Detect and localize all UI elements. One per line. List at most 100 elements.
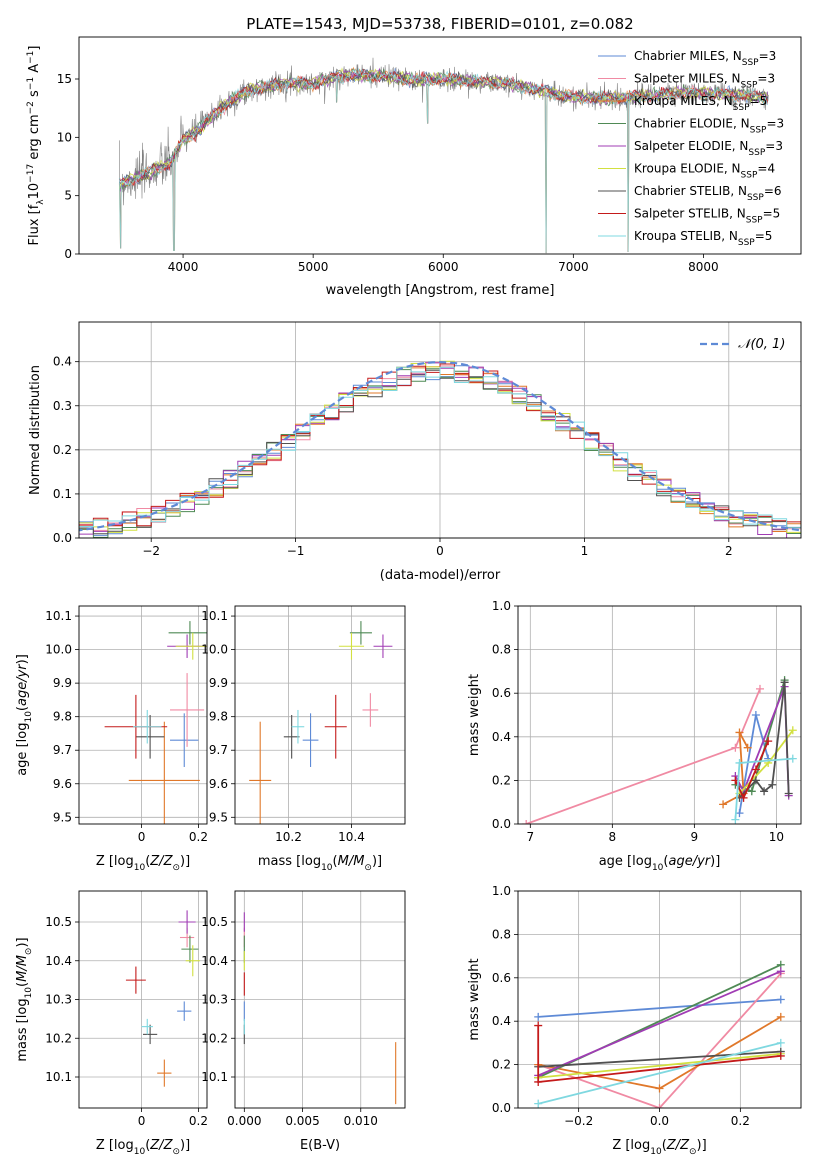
mass_vs_ebv-points — [243, 912, 397, 1105]
y-tick-label: 1.0 — [492, 884, 511, 898]
spectrum-axes: 4000 5000 6000 7000 8000 0 5 10 15 — [57, 72, 719, 274]
y-tick-label: 0.2 — [492, 773, 511, 787]
legend-label-8: Kroupa STELIB, NSSP=5 — [634, 229, 772, 248]
x-tick-label: 7000 — [558, 260, 589, 274]
x-tick-label: 0.010 — [344, 1114, 378, 1128]
normal-curve — [79, 360, 801, 532]
mass_vs_ebv-frame — [234, 890, 406, 1109]
y-tick-label: 10.5 — [201, 915, 228, 929]
y-tick-label: 9.8 — [209, 710, 228, 724]
y-tick-label: 9.5 — [209, 810, 228, 824]
weight-marker-8 — [534, 1099, 543, 1108]
x-tick-label: 0 — [436, 544, 444, 558]
x-tick-label: 8000 — [688, 260, 719, 274]
age_vs_Z-axes: 0 0.2 9.5 9.6 9.7 9.8 9.9 10.0 10.1 — [45, 606, 208, 844]
y-axis-label: Flux [fλ10−17 erg cm−2 s−1 A−1] — [26, 46, 46, 246]
weight-marker-7 — [751, 765, 760, 774]
weight_vs_Z-axes: −0.2 0.0 0.2 0.0 0.2 0.4 0.6 0.8 1.0 — [492, 884, 801, 1128]
x-tick-label: 0 — [138, 830, 146, 844]
spectrum-lines — [118, 57, 769, 254]
y-tick-label: 10 — [57, 130, 72, 144]
x-axis-label: (data-model)/error — [380, 568, 501, 583]
histograms — [79, 360, 801, 538]
weight-marker-2 — [776, 1012, 785, 1021]
weight-marker-8 — [731, 815, 740, 824]
weight-line-6 — [738, 682, 790, 799]
y-tick-label: 15 — [57, 72, 72, 86]
weight-marker-7 — [739, 793, 748, 802]
x-tick-label: 9 — [691, 830, 699, 844]
weight-line-6 — [538, 1050, 781, 1068]
legend-label-1: Salpeter MILES, NSSP=3 — [634, 72, 775, 91]
weight_vs_age-lines — [522, 676, 797, 824]
weight-marker-7 — [534, 1077, 543, 1086]
x-tick-label: 10.2 — [275, 830, 302, 844]
x-tick-label: 0.2 — [731, 1114, 750, 1128]
legend-label-normal: 𝒩(0, 1) — [738, 337, 785, 352]
weight-marker-6 — [784, 789, 793, 798]
weight-line-0 — [538, 998, 781, 1018]
spectrum-frame — [78, 36, 802, 255]
histogram-8 — [79, 366, 801, 538]
chart-title: PLATE=1543, MJD=53738, FIBERID=0101, z=0… — [246, 15, 633, 33]
x-axis-label: Z [log10(Z/Z⊙)] — [96, 1138, 190, 1157]
age_vs_Z-points — [104, 621, 207, 824]
weight-marker-6 — [751, 776, 760, 785]
y-tick-label: 0.4 — [492, 1014, 511, 1028]
model-spectrum-7 — [119, 68, 769, 186]
weight-marker-1 — [731, 743, 740, 752]
legend-label-4: Salpeter ELODIE, NSSP=3 — [634, 139, 783, 158]
x-tick-label: −0.2 — [564, 1114, 593, 1128]
age_vs_mass-axes: 10.2 10.4 9.5 9.6 9.7 9.8 9.9 10.0 10.1 — [201, 606, 405, 844]
y-tick-label: 0.6 — [492, 686, 511, 700]
weight-line-7 — [734, 740, 770, 800]
x-tick-label: −1 — [287, 544, 305, 558]
y-tick-label: 10.5 — [45, 915, 72, 929]
x-axis-label: Z [log10(Z/Z⊙)] — [612, 1138, 706, 1157]
weight-marker-1 — [655, 1104, 664, 1108]
weight-marker-4 — [776, 967, 785, 976]
age_vs_mass-frame — [234, 605, 406, 825]
observed-spectrum — [119, 57, 769, 254]
age_vs_mass-points — [249, 621, 393, 824]
x-tick-label: 1 — [581, 544, 589, 558]
legend-label-2: Kroupa MILES, NSSP=5 — [634, 94, 767, 113]
y-tick-label: 9.5 — [53, 810, 72, 824]
y-tick-label: 10.0 — [45, 643, 72, 657]
weight_vs_age-frame — [517, 605, 802, 825]
y-tick-label: 9.8 — [53, 710, 72, 724]
y-tick-label: 10.2 — [201, 1031, 228, 1045]
weight-marker-6 — [768, 780, 777, 789]
legend-label-5: Kroupa ELODIE, NSSP=4 — [634, 162, 775, 181]
weight_vs_age-axes: 7 8 9 10 0.0 0.2 0.4 0.6 0.8 1.0 — [492, 599, 801, 844]
y-axis-label: age [log10(age/yr)] — [15, 654, 34, 776]
y-tick-label: 0.0 — [492, 817, 511, 831]
x-tick-label: 0.2 — [189, 1114, 208, 1128]
weight-marker-0 — [751, 711, 760, 719]
y-tick-label: 10.1 — [45, 609, 72, 623]
weight-line-1 — [537, 972, 782, 1108]
y-tick-label: 0.2 — [53, 443, 72, 457]
x-tick-label: 6000 — [428, 260, 459, 274]
x-tick-label: 2 — [725, 544, 733, 558]
mass_vs_Z-points — [125, 910, 200, 1087]
weight-marker-2 — [655, 1084, 664, 1093]
legend: Chabrier MILES, NSSP=3 Salpeter MILES, NS… — [598, 49, 784, 248]
y-tick-label: 0.0 — [53, 531, 72, 545]
x-axis-label: E(B-V) — [300, 1138, 340, 1153]
y-tick-label: 9.7 — [53, 743, 72, 757]
y-tick-label: 0.4 — [53, 355, 72, 369]
y-axis-label: mass [log10(M/M⊙)] — [15, 937, 34, 1061]
mass_vs_Z-axes: 0 0.2 10.1 10.2 10.3 10.4 10.5 — [45, 891, 208, 1128]
weight-marker-0 — [776, 995, 785, 1004]
x-tick-label: 0.2 — [189, 830, 208, 844]
y-tick-label: 10.1 — [201, 1070, 228, 1084]
x-tick-label: 7 — [526, 830, 534, 844]
y-tick-label: 9.9 — [209, 676, 228, 690]
weight-marker-0 — [534, 1012, 543, 1021]
x-tick-label: 10 — [769, 830, 784, 844]
weight-line-4 — [537, 970, 782, 1077]
weight-marker-6 — [780, 678, 789, 687]
x-axis-label: Z [log10(Z/Z⊙)] — [96, 854, 190, 873]
weight-marker-2 — [743, 743, 752, 752]
